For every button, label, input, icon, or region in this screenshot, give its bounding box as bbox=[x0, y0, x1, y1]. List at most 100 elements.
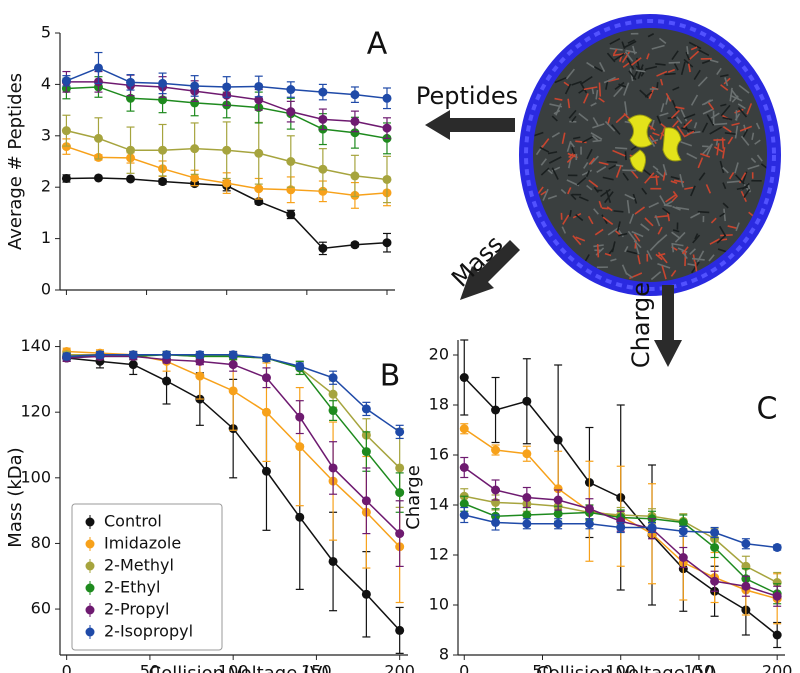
x-tick-label: 0 bbox=[459, 662, 469, 673]
legend-box bbox=[71, 503, 223, 651]
lipid bbox=[650, 271, 662, 281]
lipid bbox=[702, 108, 714, 115]
lipid bbox=[656, 115, 662, 124]
lipid bbox=[608, 164, 617, 170]
y-axis-title: Charge bbox=[403, 465, 424, 530]
lipid bbox=[566, 153, 576, 164]
lipid bbox=[540, 190, 547, 196]
point bbox=[228, 350, 238, 360]
legend-swatch bbox=[85, 583, 95, 593]
point bbox=[195, 371, 205, 381]
lipid bbox=[681, 127, 695, 133]
lipid bbox=[736, 186, 748, 191]
lipid bbox=[680, 109, 688, 122]
lipid bbox=[727, 225, 737, 229]
lipid bbox=[644, 172, 655, 184]
lipid bbox=[657, 262, 671, 269]
legend-swatch bbox=[85, 605, 95, 615]
lipid bbox=[539, 146, 550, 153]
lipid bbox=[616, 221, 621, 232]
point bbox=[328, 463, 338, 473]
lipid bbox=[588, 179, 599, 188]
lipid bbox=[567, 98, 571, 109]
lipid bbox=[575, 236, 586, 242]
point bbox=[190, 144, 200, 154]
point bbox=[491, 518, 501, 527]
lipid bbox=[716, 143, 720, 156]
lipid bbox=[657, 226, 663, 235]
point bbox=[382, 93, 392, 103]
lipid bbox=[568, 109, 577, 119]
lipid bbox=[671, 99, 678, 112]
lipid bbox=[723, 77, 731, 85]
lipid bbox=[687, 263, 697, 267]
y-tick-label: 10 bbox=[429, 595, 449, 614]
point bbox=[741, 581, 751, 591]
lipid bbox=[724, 132, 736, 135]
lipid bbox=[722, 182, 727, 190]
point bbox=[395, 529, 405, 539]
lipid bbox=[602, 176, 614, 181]
point bbox=[261, 353, 271, 363]
point bbox=[678, 526, 688, 536]
lipid bbox=[719, 212, 726, 218]
lipid bbox=[571, 146, 576, 155]
lipid bbox=[621, 264, 628, 275]
point bbox=[228, 386, 238, 396]
lipid bbox=[671, 195, 678, 202]
lipid bbox=[655, 63, 666, 66]
lipid bbox=[581, 136, 593, 144]
lipid bbox=[622, 172, 629, 181]
lipid bbox=[606, 52, 616, 63]
point bbox=[395, 488, 405, 498]
lipid bbox=[670, 109, 680, 119]
lipid bbox=[689, 248, 696, 255]
point bbox=[459, 510, 469, 520]
lipid bbox=[727, 136, 734, 145]
lipid bbox=[684, 130, 695, 138]
point bbox=[95, 350, 105, 360]
lipid bbox=[722, 166, 729, 174]
lipid bbox=[630, 57, 642, 66]
point bbox=[93, 63, 103, 73]
point bbox=[553, 519, 563, 529]
lipid bbox=[614, 81, 625, 91]
lipid bbox=[547, 195, 558, 200]
lipid bbox=[591, 135, 599, 142]
point bbox=[61, 126, 71, 136]
lipid bbox=[719, 74, 729, 78]
point bbox=[361, 496, 371, 506]
lipid bbox=[551, 132, 560, 138]
lipid bbox=[549, 103, 563, 108]
lipid bbox=[590, 155, 599, 165]
lipid bbox=[624, 51, 634, 62]
lipid bbox=[737, 103, 746, 110]
lipid bbox=[708, 254, 715, 262]
point bbox=[350, 240, 360, 250]
legend-swatch bbox=[85, 561, 95, 571]
lipid bbox=[657, 252, 666, 257]
y-axis-title: Mass (kDa) bbox=[5, 447, 26, 547]
point bbox=[459, 424, 469, 434]
lipid bbox=[671, 50, 679, 61]
point bbox=[195, 356, 205, 366]
lipid bbox=[675, 206, 690, 211]
lipid bbox=[648, 202, 659, 209]
lipid bbox=[693, 122, 698, 129]
lipid bbox=[755, 122, 761, 130]
point bbox=[222, 178, 232, 188]
point bbox=[190, 98, 200, 108]
point bbox=[678, 553, 688, 562]
lipid bbox=[720, 104, 731, 117]
lipid bbox=[614, 146, 628, 150]
lipid bbox=[672, 205, 681, 211]
lipid bbox=[649, 134, 657, 145]
lipid bbox=[709, 126, 723, 135]
lipid bbox=[694, 233, 699, 240]
lipid bbox=[628, 70, 637, 81]
lipid bbox=[604, 191, 614, 204]
point bbox=[522, 493, 532, 502]
lipid bbox=[637, 255, 641, 265]
lipid bbox=[641, 187, 648, 195]
point bbox=[295, 442, 305, 452]
